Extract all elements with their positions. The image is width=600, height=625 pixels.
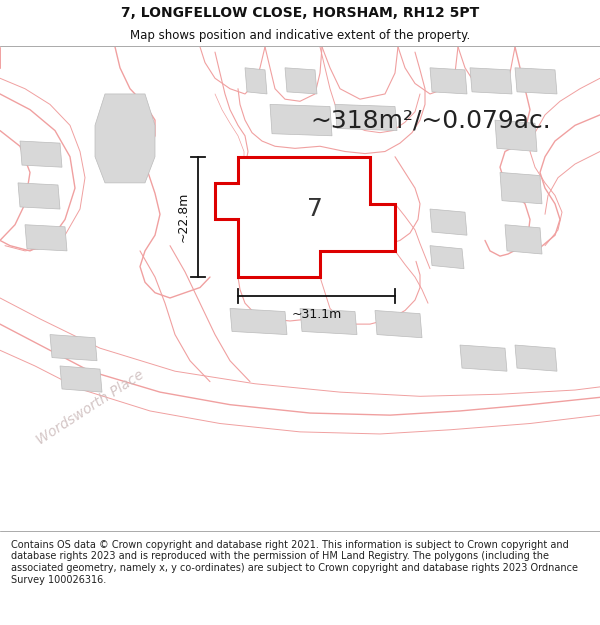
Text: Map shows position and indicative extent of the property.: Map shows position and indicative extent… bbox=[130, 29, 470, 42]
Polygon shape bbox=[375, 311, 422, 338]
Polygon shape bbox=[95, 94, 155, 183]
Polygon shape bbox=[495, 120, 537, 151]
Polygon shape bbox=[430, 246, 464, 269]
Polygon shape bbox=[230, 308, 287, 334]
Polygon shape bbox=[515, 345, 557, 371]
Polygon shape bbox=[25, 225, 67, 251]
Text: Wordsworth Place: Wordsworth Place bbox=[34, 368, 146, 448]
Polygon shape bbox=[300, 308, 357, 334]
Text: ~318m²/~0.079ac.: ~318m²/~0.079ac. bbox=[310, 108, 551, 132]
Polygon shape bbox=[430, 68, 467, 94]
Text: Contains OS data © Crown copyright and database right 2021. This information is : Contains OS data © Crown copyright and d… bbox=[11, 540, 578, 584]
Polygon shape bbox=[335, 104, 397, 131]
Polygon shape bbox=[430, 209, 467, 235]
Polygon shape bbox=[460, 345, 507, 371]
Text: ~31.1m: ~31.1m bbox=[292, 308, 341, 321]
Polygon shape bbox=[285, 68, 317, 94]
Text: 7: 7 bbox=[307, 197, 323, 221]
Polygon shape bbox=[470, 68, 512, 94]
Polygon shape bbox=[60, 366, 102, 392]
Polygon shape bbox=[215, 157, 395, 277]
Polygon shape bbox=[505, 225, 542, 254]
Polygon shape bbox=[500, 173, 542, 204]
Text: ~22.8m: ~22.8m bbox=[177, 192, 190, 242]
Polygon shape bbox=[245, 68, 267, 94]
Polygon shape bbox=[515, 68, 557, 94]
Polygon shape bbox=[270, 104, 332, 136]
Polygon shape bbox=[20, 141, 62, 167]
Polygon shape bbox=[50, 334, 97, 361]
Text: 7, LONGFELLOW CLOSE, HORSHAM, RH12 5PT: 7, LONGFELLOW CLOSE, HORSHAM, RH12 5PT bbox=[121, 6, 479, 20]
Polygon shape bbox=[18, 183, 60, 209]
